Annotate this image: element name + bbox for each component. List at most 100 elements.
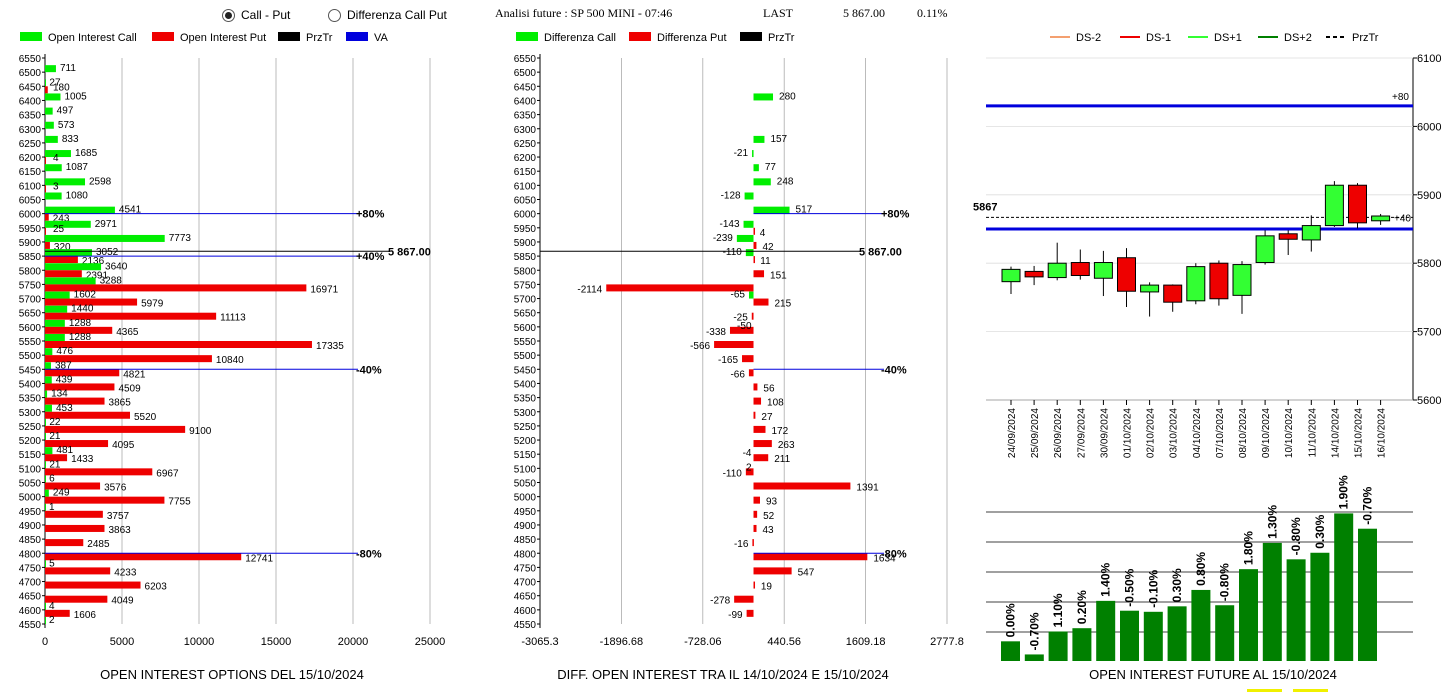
y-tick-label: 5150: [514, 450, 537, 461]
y-tick-label: 4800: [19, 549, 42, 560]
diff-put-label: -66: [730, 369, 745, 380]
call-bar: [45, 503, 46, 511]
diff-put-label: -110: [723, 468, 743, 479]
y-tick-label: 6550: [19, 54, 42, 65]
call-value-label: 387: [55, 360, 72, 371]
call-value-label: 249: [53, 488, 70, 499]
put-value-label: 3757: [107, 511, 130, 522]
diff-put-label: 172: [771, 426, 788, 437]
diff-put-bar: [753, 524, 757, 532]
oi-future-bar: [1120, 610, 1139, 661]
call-value-label: 1602: [74, 290, 97, 301]
put-bar: [45, 539, 84, 547]
oi-future-label: 1.10%: [1051, 593, 1065, 627]
diff-put-bar: [742, 355, 754, 363]
y-tick-label: 5250: [19, 422, 42, 433]
x-tick-label: 10000: [184, 636, 215, 648]
diff-call-label: -128: [721, 191, 741, 202]
call-value-label: 27: [49, 77, 61, 88]
put-bar: [45, 440, 109, 448]
diff-put-bar: [753, 241, 757, 249]
candle-down: [1278, 233, 1298, 240]
legend-swatch: [346, 32, 368, 41]
y-tick-label: 4800: [514, 549, 537, 560]
y-tick-label: 6250: [19, 139, 42, 150]
diff-call-bar: [753, 164, 759, 172]
candle-up: [1140, 284, 1160, 293]
diff-put-bar: [753, 270, 765, 278]
radio-call-put[interactable]: Call - Put: [222, 8, 290, 22]
diff-put-bar: [734, 595, 754, 603]
diff-put-bar: [753, 383, 758, 391]
call-bar: [45, 234, 165, 242]
call-bar: [45, 291, 70, 299]
diff-call-bar: [745, 249, 754, 257]
call-value-label: 2971: [95, 219, 118, 230]
call-bar: [45, 348, 53, 356]
call-bar: [45, 305, 68, 313]
diff-put-label: 263: [778, 440, 795, 451]
diff-put-label: -338: [706, 327, 726, 338]
candle-up: [1301, 225, 1321, 241]
y-tick-label: 4600: [19, 606, 42, 617]
call-value-label: 1288: [69, 318, 92, 329]
oi-future-label: 0.30%: [1170, 568, 1184, 602]
y-tick-label: 6100: [19, 181, 42, 192]
radio-diff-label: Differenza Call Put: [347, 8, 447, 22]
put-bar: [45, 609, 70, 617]
y-tick-label: 4850: [19, 535, 42, 546]
y-tick-label: 5400: [514, 379, 537, 390]
put-value-label: 12741: [245, 553, 273, 564]
oi-future-label: 0.00%: [1004, 603, 1018, 637]
y-tick-label: 5650: [514, 309, 537, 320]
put-bar: [45, 256, 78, 264]
call-value-label: 4541: [119, 205, 142, 216]
radio-unselected-icon: [328, 8, 341, 22]
oi-future-bar: [1262, 542, 1282, 661]
highlight-mark: [1293, 689, 1328, 692]
legend-label: PrzTr: [1352, 32, 1379, 44]
oi-future-bar: [1358, 528, 1377, 661]
put-bar: [45, 510, 103, 518]
put-bar: [45, 581, 141, 589]
legend-swatch: [516, 32, 538, 41]
put-bar: [45, 326, 113, 334]
call-bar: [45, 362, 51, 370]
put-value-label: 1606: [74, 610, 97, 621]
call-value-label: 1440: [71, 304, 94, 315]
diff-call-label: -21: [734, 148, 749, 159]
y-tick-label: 5000: [514, 493, 537, 504]
oi-future-bar: [1215, 605, 1235, 661]
va-label: +80%: [881, 209, 910, 221]
diff-put-bar: [714, 341, 754, 348]
put-bar: [45, 411, 131, 419]
x-tick-label: 07/10/2024: [1215, 408, 1226, 458]
x-tick-label: 14/10/2024: [1330, 408, 1341, 458]
call-value-label: 21: [49, 431, 61, 442]
oi-future-bar: [1167, 606, 1187, 661]
call-value-label: 1080: [66, 191, 89, 202]
put-bar: [45, 524, 105, 532]
diff-put-bar: [745, 468, 754, 476]
va-label: -80%: [356, 548, 382, 560]
oi-future-bar: [1001, 641, 1020, 661]
put-bar: [45, 157, 46, 165]
last-price-label: 5867: [973, 201, 997, 213]
oi-future-label: 0.20%: [1075, 590, 1089, 624]
call-bar: [45, 79, 46, 87]
radio-diff-call-put[interactable]: Differenza Call Put: [328, 8, 447, 22]
y-tick-label: 5700: [1417, 327, 1441, 339]
diff-put-bar: [753, 581, 756, 589]
x-tick-label: 2777.8: [930, 636, 964, 648]
last-price-label: 5 867.00: [388, 246, 431, 258]
call-bar: [45, 390, 48, 398]
va-label: -80%: [881, 548, 907, 560]
call-bar: [45, 617, 46, 624]
call-value-label: 453: [56, 403, 73, 414]
extra-value-label: 3: [53, 181, 59, 192]
y-tick-label: 5950: [514, 224, 537, 235]
y-tick-label: 5000: [19, 493, 42, 504]
oi-future-bar: [1024, 654, 1044, 661]
legend-label: Differenza Put: [657, 32, 727, 44]
